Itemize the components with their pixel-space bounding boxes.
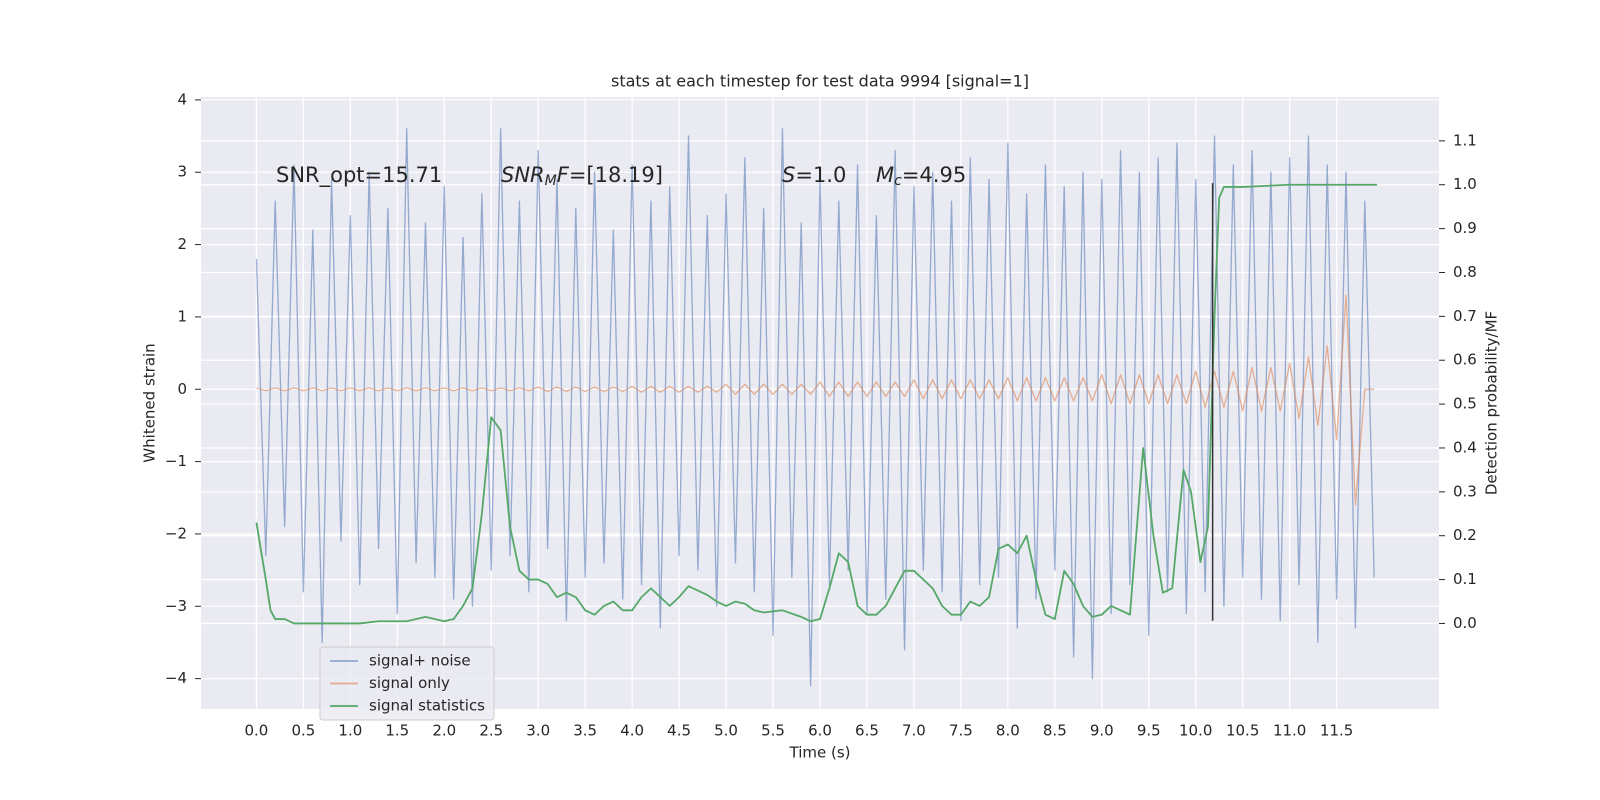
y-tick-label: 3 <box>177 163 187 181</box>
y2-axis-label: Detection probability/MF <box>1483 311 1501 495</box>
x-tick-label: 2.5 <box>479 722 503 740</box>
annotation-part: M <box>876 163 894 187</box>
x-tick-label: 10.5 <box>1226 722 1259 740</box>
y-tick-label: −4 <box>165 669 187 687</box>
series-line <box>256 294 1375 506</box>
x-tick-label: 11.5 <box>1320 722 1353 740</box>
annotation: SNRMF=[18.19] <box>501 163 663 189</box>
y2-tick-label: 0.0 <box>1453 614 1477 632</box>
x-tick-label: 8.0 <box>996 722 1020 740</box>
y-tick-label: −3 <box>165 597 187 615</box>
y-tick-label: 4 <box>177 90 187 108</box>
annotation: Mc=4.95 <box>876 163 966 189</box>
y2-tick-label: 1.1 <box>1453 131 1477 149</box>
legend-label: signal only <box>369 674 450 692</box>
x-tick-label: 0.0 <box>244 722 268 740</box>
x-tick-label: 7.5 <box>949 722 973 740</box>
annotation-part: S <box>782 163 795 187</box>
annotation: SNR_opt=15.71 <box>276 163 442 188</box>
y2-tick-label: 0.1 <box>1453 570 1477 588</box>
y-tick-label: 2 <box>177 235 187 253</box>
y-axis-label: Whitened strain <box>141 343 159 462</box>
x-tick-label: 6.5 <box>855 722 879 740</box>
annotation-part: F <box>557 163 570 187</box>
x-tick-label: 8.5 <box>1043 722 1067 740</box>
y2-tick-label: 0.6 <box>1453 351 1477 369</box>
legend-label: signal statistics <box>369 697 485 715</box>
annotation-part: SNR_opt=15.71 <box>276 163 442 188</box>
series-line <box>255 128 1375 687</box>
annotation-part: =[18.19] <box>569 163 663 187</box>
x-tick-label: 1.5 <box>385 722 409 740</box>
y2-tick-label: 0.5 <box>1453 395 1477 413</box>
legend: signal+ noise signal only signal statistic… <box>319 646 495 721</box>
annotation-part: SNR <box>501 163 545 187</box>
x-tick-label: 3.0 <box>526 722 550 740</box>
chart-title: stats at each timestep for test data 999… <box>611 72 1029 91</box>
y-tick-label: 1 <box>177 307 187 325</box>
annotation-part: =4.95 <box>902 163 966 187</box>
x-tick-label: 9.5 <box>1137 722 1161 740</box>
x-tick-label: 10.0 <box>1179 722 1212 740</box>
x-tick-label: 2.0 <box>432 722 456 740</box>
y2-tick-label: 0.9 <box>1453 219 1477 237</box>
x-tick-label: 4.5 <box>667 722 691 740</box>
y2-tick-label: 1.0 <box>1453 175 1477 193</box>
legend-box <box>319 646 495 721</box>
annotation-part: c <box>894 173 902 189</box>
y2-tick-label: 0.7 <box>1453 307 1477 325</box>
y2-tick-label: 0.3 <box>1453 482 1477 500</box>
x-tick-label: 1.0 <box>338 722 362 740</box>
y2-tick-label: 0.2 <box>1453 526 1477 544</box>
legend-label: signal+ noise <box>369 652 471 670</box>
y2-tick-label: 0.4 <box>1453 438 1477 456</box>
x-tick-label: 4.0 <box>620 722 644 740</box>
y-tick-label: −2 <box>165 524 187 542</box>
y-tick-label: −1 <box>165 452 187 470</box>
y-tick-label: 0 <box>177 380 187 398</box>
x-tick-label: 5.0 <box>714 722 738 740</box>
annotation-part: =1.0 <box>795 163 846 187</box>
x-axis-label: Time (s) <box>789 744 851 762</box>
annotation: S=1.0 <box>782 163 846 187</box>
x-tick-label: 9.0 <box>1090 722 1114 740</box>
series-line <box>255 183 1378 625</box>
x-tick-label: 0.5 <box>291 722 315 740</box>
x-tick-label: 11.0 <box>1273 722 1306 740</box>
x-tick-label: 7.0 <box>902 722 926 740</box>
x-tick-label: 6.0 <box>808 722 832 740</box>
y2-tick-label: 0.8 <box>1453 263 1477 281</box>
annotation-part: M <box>545 173 557 189</box>
x-tick-label: 5.5 <box>761 722 785 740</box>
x-tick-label: 3.5 <box>573 722 597 740</box>
